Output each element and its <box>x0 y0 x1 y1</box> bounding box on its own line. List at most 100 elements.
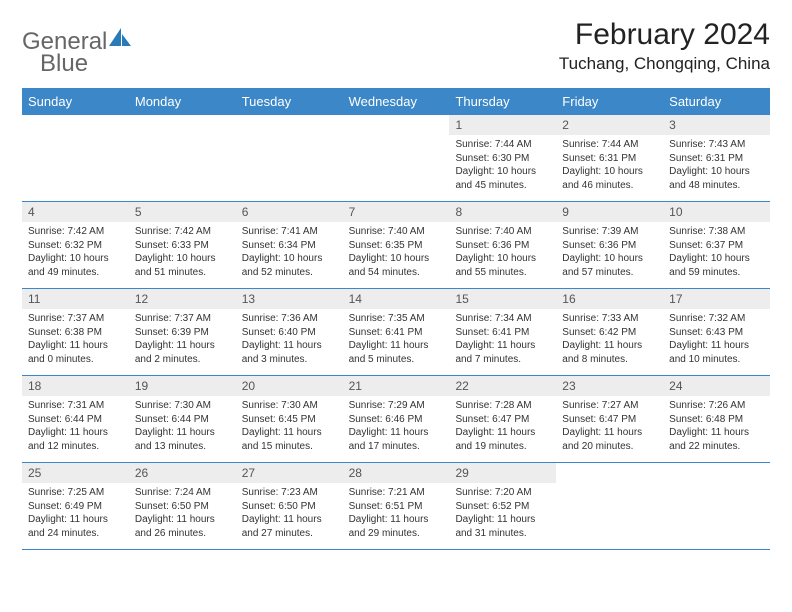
daylight-text: Daylight: 11 hours and 31 minutes. <box>455 513 550 540</box>
day-cell: 11Sunrise: 7:37 AMSunset: 6:38 PMDayligh… <box>22 289 129 375</box>
sunrise-text: Sunrise: 7:21 AM <box>349 486 444 500</box>
sunset-text: Sunset: 6:37 PM <box>669 239 764 253</box>
sunset-text: Sunset: 6:47 PM <box>455 413 550 427</box>
calendar: SundayMondayTuesdayWednesdayThursdayFrid… <box>22 88 770 550</box>
day-info: Sunrise: 7:20 AMSunset: 6:52 PMDaylight:… <box>449 483 556 546</box>
day-cell: 4Sunrise: 7:42 AMSunset: 6:32 PMDaylight… <box>22 202 129 288</box>
day-info: Sunrise: 7:42 AMSunset: 6:32 PMDaylight:… <box>22 222 129 285</box>
sunset-text: Sunset: 6:36 PM <box>562 239 657 253</box>
daylight-text: Daylight: 11 hours and 15 minutes. <box>242 426 337 453</box>
day-header-cell: Monday <box>129 88 236 115</box>
day-cell: 21Sunrise: 7:29 AMSunset: 6:46 PMDayligh… <box>343 376 450 462</box>
header: General February 2024 Tuchang, Chongqing… <box>22 18 770 74</box>
sunset-text: Sunset: 6:41 PM <box>455 326 550 340</box>
sunrise-text: Sunrise: 7:39 AM <box>562 225 657 239</box>
sunrise-text: Sunrise: 7:35 AM <box>349 312 444 326</box>
daylight-text: Daylight: 10 hours and 59 minutes. <box>669 252 764 279</box>
sunset-text: Sunset: 6:43 PM <box>669 326 764 340</box>
sunset-text: Sunset: 6:50 PM <box>135 500 230 514</box>
sunrise-text: Sunrise: 7:28 AM <box>455 399 550 413</box>
day-cell: 18Sunrise: 7:31 AMSunset: 6:44 PMDayligh… <box>22 376 129 462</box>
daylight-text: Daylight: 10 hours and 45 minutes. <box>455 165 550 192</box>
day-cell: 22Sunrise: 7:28 AMSunset: 6:47 PMDayligh… <box>449 376 556 462</box>
day-info: Sunrise: 7:23 AMSunset: 6:50 PMDaylight:… <box>236 483 343 546</box>
day-info: Sunrise: 7:34 AMSunset: 6:41 PMDaylight:… <box>449 309 556 372</box>
sunset-text: Sunset: 6:50 PM <box>242 500 337 514</box>
daylight-text: Daylight: 10 hours and 49 minutes. <box>28 252 123 279</box>
sunrise-text: Sunrise: 7:31 AM <box>28 399 123 413</box>
day-header-cell: Friday <box>556 88 663 115</box>
logo-sail-icon <box>109 28 131 53</box>
day-cell: 1Sunrise: 7:44 AMSunset: 6:30 PMDaylight… <box>449 115 556 201</box>
sunset-text: Sunset: 6:44 PM <box>135 413 230 427</box>
day-info: Sunrise: 7:26 AMSunset: 6:48 PMDaylight:… <box>663 396 770 459</box>
day-cell: 12Sunrise: 7:37 AMSunset: 6:39 PMDayligh… <box>129 289 236 375</box>
day-cell: 8Sunrise: 7:40 AMSunset: 6:36 PMDaylight… <box>449 202 556 288</box>
day-info: Sunrise: 7:35 AMSunset: 6:41 PMDaylight:… <box>343 309 450 372</box>
day-cell: 28Sunrise: 7:21 AMSunset: 6:51 PMDayligh… <box>343 463 450 549</box>
daylight-text: Daylight: 11 hours and 13 minutes. <box>135 426 230 453</box>
day-info: Sunrise: 7:25 AMSunset: 6:49 PMDaylight:… <box>22 483 129 546</box>
sunset-text: Sunset: 6:34 PM <box>242 239 337 253</box>
week-row: 1Sunrise: 7:44 AMSunset: 6:30 PMDaylight… <box>22 115 770 202</box>
sunset-text: Sunset: 6:31 PM <box>669 152 764 166</box>
day-header-row: SundayMondayTuesdayWednesdayThursdayFrid… <box>22 88 770 115</box>
weeks-container: 1Sunrise: 7:44 AMSunset: 6:30 PMDaylight… <box>22 115 770 550</box>
sunrise-text: Sunrise: 7:44 AM <box>455 138 550 152</box>
day-cell <box>663 463 770 549</box>
day-cell: 25Sunrise: 7:25 AMSunset: 6:49 PMDayligh… <box>22 463 129 549</box>
daylight-text: Daylight: 11 hours and 12 minutes. <box>28 426 123 453</box>
title-block: February 2024 Tuchang, Chongqing, China <box>559 18 770 74</box>
day-number: 14 <box>343 289 450 309</box>
day-cell: 16Sunrise: 7:33 AMSunset: 6:42 PMDayligh… <box>556 289 663 375</box>
day-number: 10 <box>663 202 770 222</box>
day-number: 4 <box>22 202 129 222</box>
day-info: Sunrise: 7:33 AMSunset: 6:42 PMDaylight:… <box>556 309 663 372</box>
sunrise-text: Sunrise: 7:25 AM <box>28 486 123 500</box>
week-row: 4Sunrise: 7:42 AMSunset: 6:32 PMDaylight… <box>22 202 770 289</box>
daylight-text: Daylight: 10 hours and 54 minutes. <box>349 252 444 279</box>
day-cell: 2Sunrise: 7:44 AMSunset: 6:31 PMDaylight… <box>556 115 663 201</box>
sunset-text: Sunset: 6:30 PM <box>455 152 550 166</box>
day-info: Sunrise: 7:37 AMSunset: 6:38 PMDaylight:… <box>22 309 129 372</box>
day-cell <box>22 115 129 201</box>
day-info: Sunrise: 7:38 AMSunset: 6:37 PMDaylight:… <box>663 222 770 285</box>
sunset-text: Sunset: 6:36 PM <box>455 239 550 253</box>
sunrise-text: Sunrise: 7:23 AM <box>242 486 337 500</box>
sunrise-text: Sunrise: 7:42 AM <box>28 225 123 239</box>
day-cell: 14Sunrise: 7:35 AMSunset: 6:41 PMDayligh… <box>343 289 450 375</box>
day-info: Sunrise: 7:37 AMSunset: 6:39 PMDaylight:… <box>129 309 236 372</box>
sunset-text: Sunset: 6:32 PM <box>28 239 123 253</box>
sunset-text: Sunset: 6:33 PM <box>135 239 230 253</box>
logo-subtext-wrap: Blue <box>40 50 88 78</box>
sunrise-text: Sunrise: 7:29 AM <box>349 399 444 413</box>
daylight-text: Daylight: 11 hours and 0 minutes. <box>28 339 123 366</box>
day-cell <box>343 115 450 201</box>
sunset-text: Sunset: 6:45 PM <box>242 413 337 427</box>
day-info: Sunrise: 7:29 AMSunset: 6:46 PMDaylight:… <box>343 396 450 459</box>
daylight-text: Daylight: 10 hours and 57 minutes. <box>562 252 657 279</box>
day-number: 16 <box>556 289 663 309</box>
day-cell <box>556 463 663 549</box>
sunset-text: Sunset: 6:40 PM <box>242 326 337 340</box>
sunset-text: Sunset: 6:52 PM <box>455 500 550 514</box>
day-number: 21 <box>343 376 450 396</box>
day-number: 26 <box>129 463 236 483</box>
day-number: 27 <box>236 463 343 483</box>
daylight-text: Daylight: 11 hours and 26 minutes. <box>135 513 230 540</box>
week-row: 11Sunrise: 7:37 AMSunset: 6:38 PMDayligh… <box>22 289 770 376</box>
daylight-text: Daylight: 11 hours and 10 minutes. <box>669 339 764 366</box>
day-cell: 29Sunrise: 7:20 AMSunset: 6:52 PMDayligh… <box>449 463 556 549</box>
sunrise-text: Sunrise: 7:43 AM <box>669 138 764 152</box>
day-number: 12 <box>129 289 236 309</box>
day-header-cell: Saturday <box>663 88 770 115</box>
day-number: 29 <box>449 463 556 483</box>
day-number: 5 <box>129 202 236 222</box>
day-cell: 7Sunrise: 7:40 AMSunset: 6:35 PMDaylight… <box>343 202 450 288</box>
day-cell: 10Sunrise: 7:38 AMSunset: 6:37 PMDayligh… <box>663 202 770 288</box>
day-info: Sunrise: 7:24 AMSunset: 6:50 PMDaylight:… <box>129 483 236 546</box>
day-info: Sunrise: 7:40 AMSunset: 6:35 PMDaylight:… <box>343 222 450 285</box>
day-number: 9 <box>556 202 663 222</box>
day-info: Sunrise: 7:28 AMSunset: 6:47 PMDaylight:… <box>449 396 556 459</box>
day-cell: 27Sunrise: 7:23 AMSunset: 6:50 PMDayligh… <box>236 463 343 549</box>
